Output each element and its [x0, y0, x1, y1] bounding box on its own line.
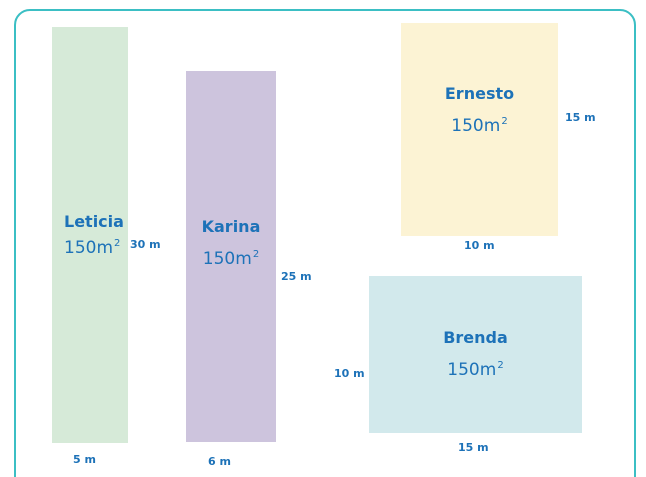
- plot-brenda: Brenda 150m2: [369, 276, 582, 433]
- plot-name: Karina: [201, 216, 261, 236]
- plot-area: 150m2: [447, 359, 504, 380]
- plot-width-brenda: 15 m: [458, 441, 489, 454]
- plot-label-brenda: Brenda 150m2: [443, 327, 508, 381]
- plot-karina: Karina 150m2: [186, 71, 276, 442]
- plot-width-karina: 6 m: [208, 455, 231, 468]
- plot-width-ernesto: 10 m: [464, 239, 495, 252]
- plot-ernesto: Ernesto 150m2: [401, 23, 558, 236]
- plot-height-brenda: 10 m: [334, 367, 365, 380]
- plot-height-ernesto: 15 m: [565, 111, 596, 124]
- plot-height-leticia: 30 m: [130, 238, 161, 251]
- plot-label-leticia: Leticia 150m2: [64, 211, 124, 259]
- plot-leticia: Leticia 150m2: [52, 27, 128, 443]
- plot-height-karina: 25 m: [281, 270, 312, 283]
- plot-area: 150m2: [64, 238, 121, 258]
- plot-name: Brenda: [443, 327, 508, 347]
- plot-name: Ernesto: [444, 83, 515, 103]
- plot-name: Leticia: [64, 212, 124, 231]
- plot-area: 150m2: [202, 248, 260, 269]
- plot-width-leticia: 5 m: [73, 453, 96, 466]
- plot-label-ernesto: Ernesto 150m2: [445, 83, 514, 137]
- plot-area: 150m2: [451, 115, 508, 136]
- plot-label-karina: Karina 150m2: [202, 216, 261, 270]
- diagram-frame: [14, 9, 636, 477]
